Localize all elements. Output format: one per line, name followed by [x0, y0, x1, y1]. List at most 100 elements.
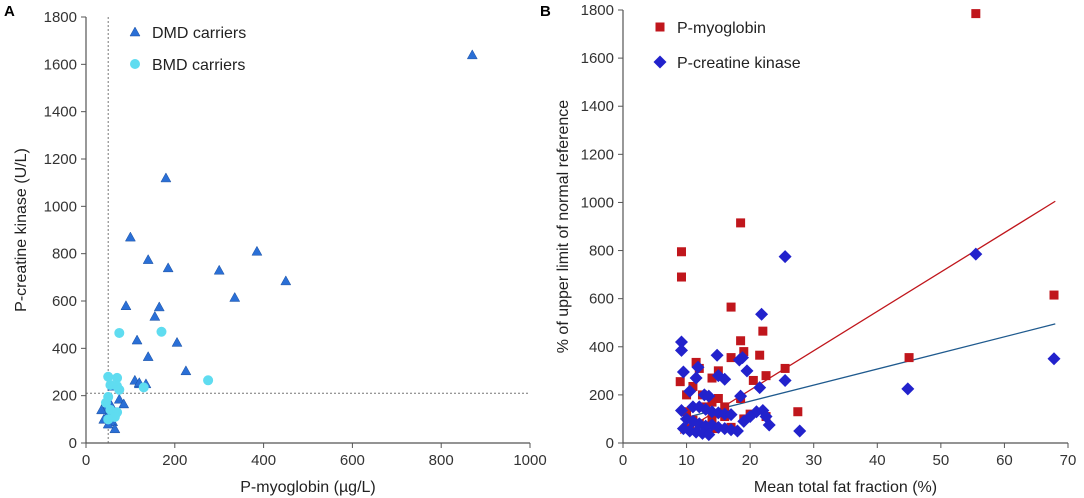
data-point-p-myoglobin [726, 353, 736, 363]
data-point-bmd-carriers [114, 384, 125, 395]
data-point-p-creatine-kinase [702, 389, 716, 403]
y-tick-label: 0 [69, 435, 77, 452]
data-point-p-myoglobin [691, 357, 701, 367]
series-p-myoglobin [675, 9, 1059, 437]
data-point-bmd-carriers [103, 371, 114, 382]
data-point-p-myoglobin [675, 377, 685, 387]
data-point-dmd-carriers [466, 49, 478, 60]
y-tick-label: 1600 [581, 50, 614, 67]
data-point-p-creatine-kinase [778, 250, 792, 264]
data-point-p-creatine-kinase [1047, 352, 1061, 366]
data-point-bmd-carriers [114, 327, 125, 338]
x-tick-label: 40 [869, 452, 886, 469]
data-point-p-myoglobin [682, 390, 692, 400]
y-tick-label: 600 [589, 291, 614, 308]
data-point-p-creatine-kinase [691, 360, 705, 374]
data-point-p-creatine-kinase [710, 348, 724, 362]
y-tick-label: 800 [589, 243, 614, 260]
legend-marker [655, 22, 665, 32]
data-point-p-myoglobin [713, 393, 723, 403]
x-tick-label: 600 [340, 452, 365, 469]
legend: DMD carriers BMD carriers [129, 25, 246, 74]
trendline-p-creatine-kinase [680, 323, 1056, 420]
data-point-p-myoglobin [748, 375, 758, 385]
data-point-p-creatine-kinase [689, 371, 703, 385]
data-point-p-myoglobin [761, 371, 771, 381]
y-tick-label: 1400 [44, 104, 77, 121]
x-tick-label: 70 [1060, 452, 1077, 469]
data-point-dmd-carriers [142, 351, 154, 361]
y-tick-label: 400 [589, 339, 614, 356]
data-point-dmd-carriers [160, 172, 172, 183]
data-point-p-creatine-kinase [711, 369, 725, 383]
x-tick-label: 60 [996, 452, 1013, 469]
data-point-p-myoglobin [736, 336, 746, 346]
x-axis-label: P-myoglobin (µg/L) [240, 479, 376, 496]
data-point-dmd-carriers [251, 245, 263, 256]
x-tick-label: 30 [805, 452, 822, 469]
legend-label: P-creatine kinase [677, 55, 801, 72]
data-point-p-myoglobin [758, 326, 768, 336]
x-tick-label: 400 [251, 452, 276, 469]
data-point-dmd-carriers [149, 310, 161, 321]
y-tick-label: 1800 [44, 9, 77, 26]
data-point-p-myoglobin [971, 9, 981, 19]
data-point-p-myoglobin [904, 353, 914, 363]
y-tick-label: 800 [52, 246, 77, 263]
data-point-dmd-carriers [280, 275, 292, 286]
data-point-dmd-carriers [213, 264, 225, 275]
data-point-p-creatine-kinase [737, 414, 751, 428]
series-dmd-carriers [96, 49, 478, 434]
y-tick-label: 1600 [44, 56, 77, 73]
data-point-p-creatine-kinase [683, 384, 697, 398]
panel-letter: B [540, 3, 551, 20]
data-point-p-myoglobin [707, 397, 717, 407]
y-tick-label: 1800 [581, 2, 614, 19]
data-point-dmd-carriers [120, 300, 132, 310]
y-tick-label: 1200 [581, 146, 614, 163]
legend-label: P-myoglobin [677, 20, 766, 37]
data-point-p-myoglobin [720, 402, 730, 412]
data-point-p-myoglobin [676, 272, 686, 282]
data-point-dmd-carriers [113, 393, 125, 404]
data-point-p-myoglobin [739, 347, 749, 357]
data-point-p-creatine-kinase [724, 408, 738, 422]
data-point-dmd-carriers [153, 301, 165, 312]
data-point-p-creatine-kinase [730, 424, 744, 438]
data-point-dmd-carriers [118, 398, 130, 409]
legend-marker [653, 55, 667, 69]
data-point-p-myoglobin [707, 373, 717, 383]
x-tick-label: 800 [429, 452, 454, 469]
x-tick-label: 50 [933, 452, 950, 469]
y-tick-label: 400 [52, 340, 77, 357]
data-point-p-creatine-kinase [674, 335, 688, 349]
data-point-bmd-carriers [138, 382, 149, 393]
y-tick-label: 1400 [581, 98, 614, 115]
series-bmd-carriers [100, 326, 214, 425]
panel-letter: A [4, 3, 15, 20]
data-point-p-creatine-kinase [740, 364, 754, 378]
y-tick-label: 1200 [44, 151, 77, 168]
x-tick-label: 0 [82, 452, 90, 469]
x-tick-label: 0 [619, 452, 627, 469]
y-tick-label: 200 [52, 388, 77, 405]
y-tick-label: 1000 [581, 194, 614, 211]
data-point-p-creatine-kinase [676, 422, 690, 436]
data-point-dmd-carriers [109, 423, 121, 434]
data-point-p-creatine-kinase [969, 247, 983, 261]
legend-marker [130, 59, 140, 69]
data-point-p-creatine-kinase [753, 381, 767, 395]
data-point-dmd-carriers [229, 291, 241, 302]
data-point-dmd-carriers [131, 334, 143, 345]
x-tick-label: 20 [742, 452, 759, 469]
x-tick-label: 1000 [513, 452, 546, 469]
data-point-p-creatine-kinase [793, 424, 807, 438]
panel-a: A 0 200 400 600 800 1000 1200 1400 1600 1800 0 200 40… [4, 3, 547, 496]
legend: P-myoglobin P-creatine kinase [653, 20, 801, 72]
panel-b: B 0 200 400 600 800 1000 1200 1400 1600 1800 0 10 20 3… [540, 2, 1076, 496]
data-point-p-myoglobin [676, 247, 686, 257]
y-axis-label: P-creatine kinase (U/L) [13, 148, 30, 312]
data-point-p-creatine-kinase [676, 365, 690, 379]
